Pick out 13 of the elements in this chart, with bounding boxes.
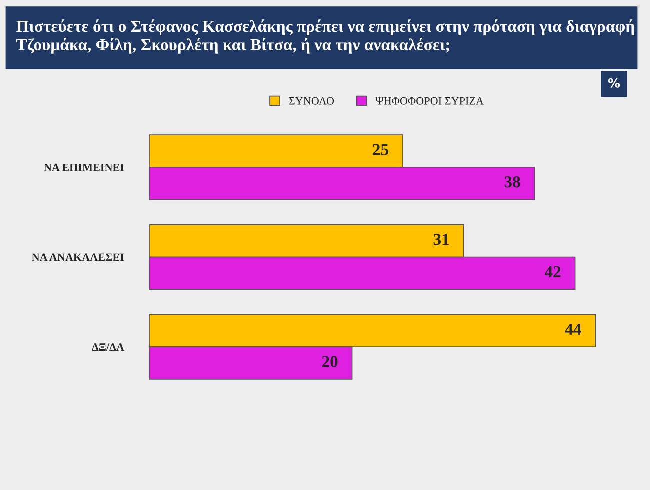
y-tick-label: ΝΑ ΑΝΑΚΑΛΕΣΕΙ (32, 254, 124, 262)
data-label: 42 (544, 266, 561, 278)
text: % (608, 78, 620, 88)
chart-title: Πιστεύετε ότι ο Στέφανος Κασσελάκης πρέπει να επιμείνει στην πρόταση για διαγραφή Τζουμάκα, Φίλη, Σκουρλέτη και Βίτσα, ή να την ανακαλέσει; (16, 20, 634, 54)
legend-label: ΣΥΝΟΛΟ (289, 97, 334, 105)
data-label: 44 (565, 324, 582, 335)
data-label: 38 (504, 176, 520, 188)
y-tick-label: ΔΞ/ΔΑ (92, 344, 124, 352)
data-label: 20 (322, 356, 338, 368)
y-tick-label: ΝΑ ΕΠΙΜΕΙΝΕΙ (44, 164, 124, 172)
legend-label: ΨΗΦΟΦΟΡΟΙ ΣΥΡΙΖΑ (376, 97, 484, 105)
data-label: 25 (373, 144, 388, 156)
data-label: 31 (434, 234, 450, 246)
